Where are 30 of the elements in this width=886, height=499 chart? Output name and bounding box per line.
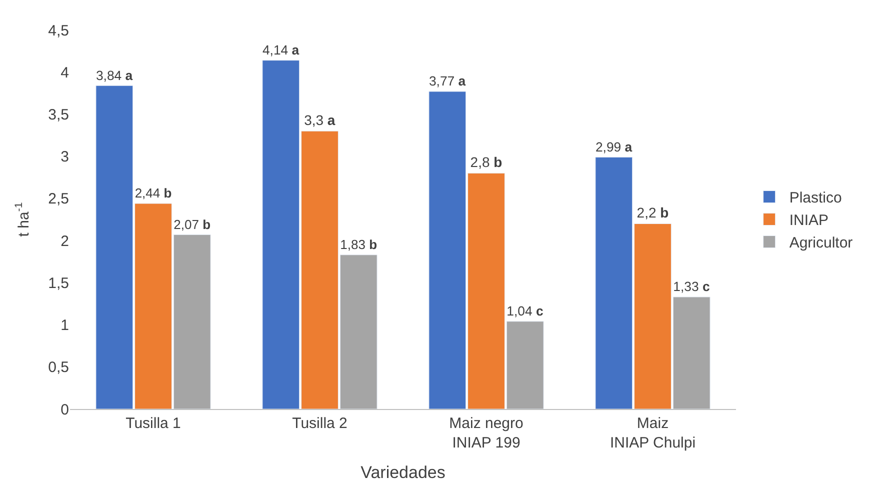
legend-label: Plastico	[789, 190, 842, 207]
y-tick-label: 3	[60, 148, 69, 166]
data-label: 1,33 c	[673, 279, 710, 294]
y-tick-label: 0,5	[48, 359, 69, 376]
x-tick-label: Maiz INIAP Chulpi	[610, 415, 696, 452]
data-label: 2,8 b	[470, 154, 502, 170]
y-tick-label: 1,5	[48, 274, 69, 292]
x-tick-label: Tusilla 1	[126, 415, 181, 432]
data-label: 2,2 b	[636, 204, 669, 221]
data-label: 2,99 a	[595, 139, 633, 154]
y-tick-label: 1	[60, 317, 69, 334]
data-label: 2,44 b	[134, 186, 172, 201]
x-tick-label: Maiz negro INIAP 199	[449, 415, 524, 452]
data-label: 2,07 b	[174, 216, 211, 232]
y-tick-label: 0	[60, 401, 69, 418]
x-tick-label: Tusilla 2	[292, 415, 348, 432]
legend-label: INIAP	[789, 212, 829, 230]
x-axis-title: Variedades	[360, 462, 446, 482]
y-tick-label: 4,5	[48, 22, 69, 40]
data-label: 4,14 a	[262, 42, 300, 58]
data-label: 1,04 c	[506, 304, 544, 319]
y-tick-label: 4	[60, 64, 69, 82]
y-tick-label: 2,5	[48, 190, 69, 208]
data-label: 3,77 a	[428, 74, 466, 89]
y-tick-label: 2	[60, 232, 69, 250]
data-label: 3,3 a	[304, 112, 336, 128]
legend-label: Agricultor	[789, 234, 853, 252]
data-label: 1,83 b	[340, 237, 378, 252]
y-tick-label: 3,5	[48, 106, 69, 124]
data-label: 3,84 a	[96, 68, 134, 83]
